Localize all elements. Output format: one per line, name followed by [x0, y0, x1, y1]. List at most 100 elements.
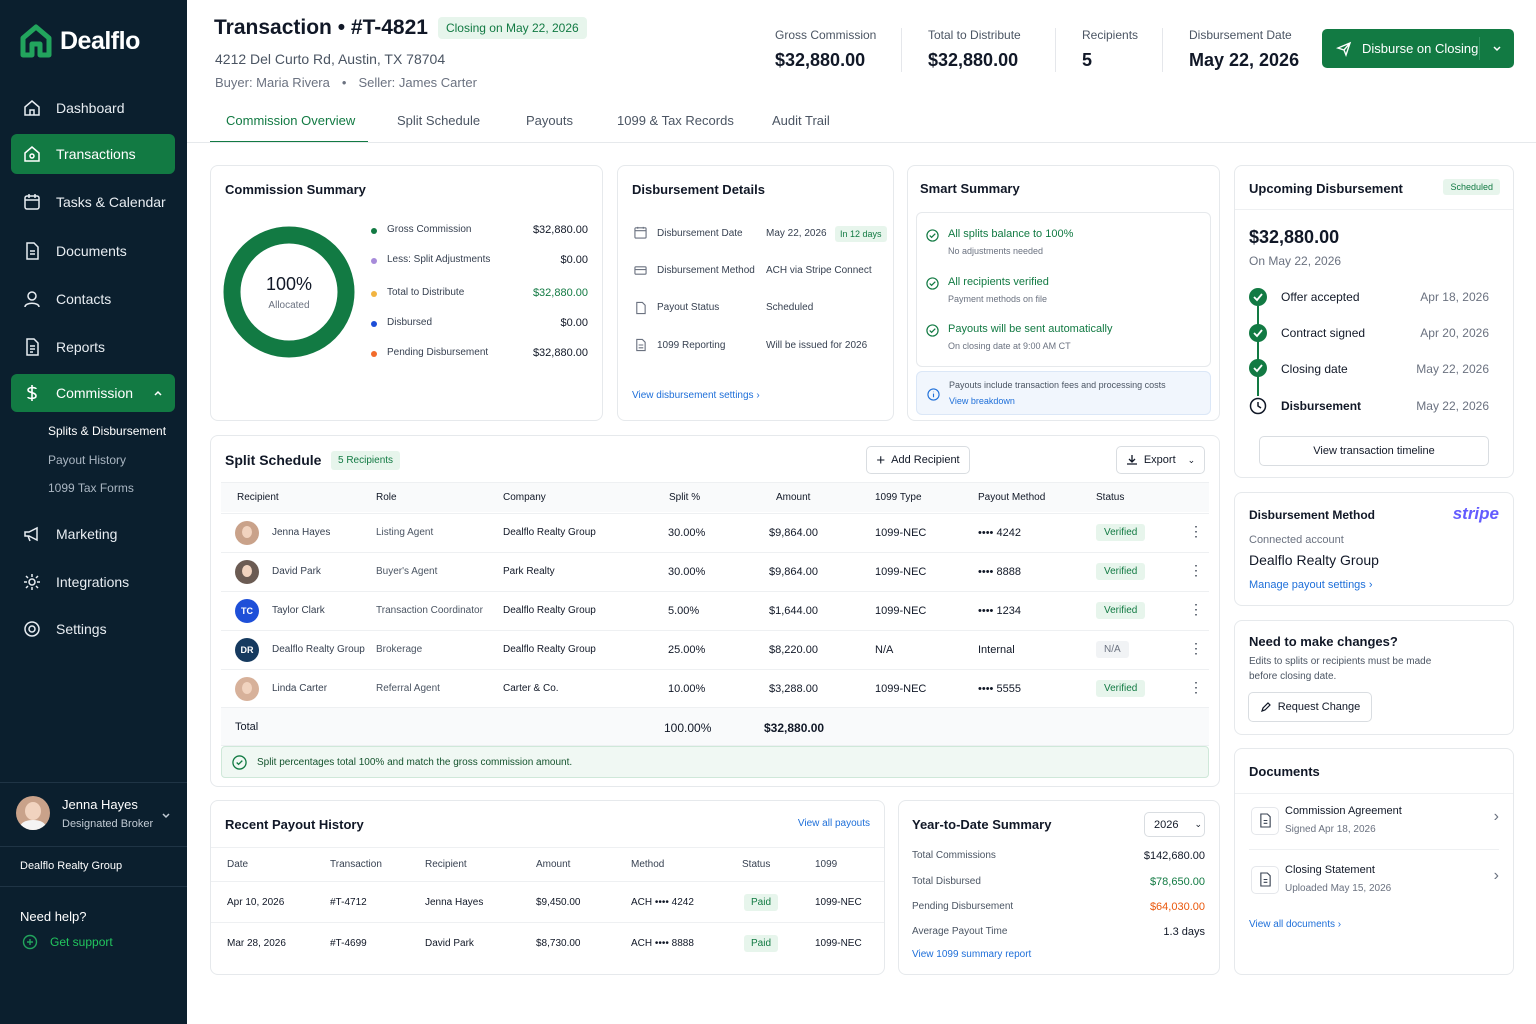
view-timeline-button[interactable]: View transaction timeline — [1259, 436, 1489, 466]
document-item[interactable]: Closing Statement Uploaded May 15, 2026 … — [1249, 861, 1499, 909]
avatar-face — [242, 526, 252, 538]
ytd-summary-card: Year-to-Date Summary 2026 ⌄ Total Commis… — [898, 800, 1220, 975]
table-row[interactable]: TC Taylor Clark Transaction Coordinator Dea… — [221, 591, 1209, 630]
disbursement-method-card: Disbursement Method stripe Connected acc… — [1234, 492, 1514, 606]
app-logo[interactable]: Dealflo — [20, 24, 140, 58]
table-row[interactable]: DR Dealflo Realty Group Brokerage Dealflo R… — [221, 630, 1209, 669]
check-circle-icon — [926, 229, 939, 242]
view-all-documents-link[interactable]: View all documents › — [1249, 919, 1341, 930]
tax-type: N/A — [875, 644, 894, 656]
nav-contacts[interactable]: Contacts — [11, 279, 175, 319]
status-badge: Verified — [1096, 563, 1146, 580]
tab-1099-tax[interactable]: 1099 & Tax Records — [617, 113, 734, 128]
card-title: Disbursement Method — [1249, 508, 1376, 522]
kpi-total-distribute: Total to Distribute $32,880.00 — [928, 28, 1021, 71]
request-change-button[interactable]: Request Change — [1248, 692, 1372, 722]
history-tx: #T-4712 — [330, 897, 367, 908]
check-filled-icon — [1249, 359, 1267, 377]
view-disbursement-settings-link[interactable]: View disbursement settings › — [632, 390, 760, 401]
days-until-badge: In 12 days — [835, 226, 887, 242]
column-header: Status — [742, 859, 771, 870]
manage-payout-settings-link[interactable]: Manage payout settings › — [1249, 579, 1373, 591]
chevron-down-icon[interactable] — [1492, 44, 1502, 54]
table-row[interactable]: Jenna Hayes Listing Agent Dealflo Realty G… — [221, 513, 1209, 552]
chevron-down-icon[interactable] — [161, 811, 171, 821]
subnav-1099-tax-forms[interactable]: 1099 Tax Forms — [48, 481, 134, 495]
divider — [211, 881, 884, 882]
divider — [0, 782, 187, 783]
tax-type: 1099-NEC — [875, 605, 927, 617]
nav-marketing[interactable]: Marketing — [11, 514, 175, 554]
link-label: View all documents — [1249, 919, 1335, 930]
recipient-role: Buyer's Agent — [376, 566, 438, 577]
help-title: Need help? — [20, 909, 87, 924]
nav-settings[interactable]: Settings — [11, 609, 175, 649]
avatar — [235, 560, 259, 584]
add-recipient-button[interactable]: + Add Recipient — [866, 446, 970, 474]
document-item[interactable]: Commission Agreement Signed Apr 18, 2026… — [1249, 802, 1499, 850]
nav-commission[interactable]: Commission — [11, 374, 175, 412]
subnav-payout-history[interactable]: Payout History — [48, 453, 127, 467]
chevron-right-icon: › — [1493, 867, 1499, 884]
nav-label: Tasks & Calendar — [56, 194, 166, 210]
nav-label: Integrations — [56, 574, 130, 590]
upcoming-amount: $32,880.00 — [1249, 227, 1340, 247]
column-header: 1099 Type — [875, 492, 922, 503]
tab-payouts[interactable]: Payouts — [526, 113, 573, 128]
kebab-menu-icon[interactable]: ⋮ — [1189, 679, 1203, 695]
get-support-link[interactable]: Get support — [22, 934, 113, 950]
status-badge: Verified — [1096, 680, 1146, 697]
table-row[interactable]: Linda Carter Referral Agent Carter & Co. 10… — [221, 669, 1209, 708]
house-logo-icon — [20, 24, 52, 58]
user-profile[interactable]: Jenna Hayes Designated Broker — [16, 796, 153, 830]
disburse-on-closing-button[interactable]: Disburse on Closing — [1322, 29, 1514, 68]
kpi-value: $32,880.00 — [775, 50, 866, 70]
nav-tasks-calendar[interactable]: Tasks & Calendar — [11, 182, 175, 222]
tab-split-schedule[interactable]: Split Schedule — [397, 113, 481, 128]
table-row[interactable]: David Park Buyer's Agent Park Realty 30.00%… — [221, 552, 1209, 591]
export-button[interactable]: Export ⌄ — [1116, 446, 1205, 474]
legend-dot — [371, 291, 377, 297]
payout-history-card: Recent Payout History View all payouts D… — [210, 800, 885, 975]
recipient-company: Dealflo Realty Group — [503, 605, 596, 616]
avatar-face — [242, 682, 252, 694]
recipient-role: Referral Agent — [376, 683, 440, 694]
year-select[interactable]: 2026 ⌄ — [1144, 812, 1205, 837]
nav-documents[interactable]: Documents — [11, 231, 175, 271]
card-title: Commission Summary — [225, 182, 366, 197]
subnav-splits-disbursement[interactable]: Splits & Disbursement — [48, 424, 167, 438]
disbursement-details-card: Disbursement Details Disbursement Date M… — [617, 165, 894, 421]
view-1099-summary-link[interactable]: View 1099 summary report — [912, 949, 1032, 960]
view-all-payouts-link[interactable]: View all payouts — [797, 818, 870, 829]
nav-integrations[interactable]: Integrations — [11, 562, 175, 602]
kebab-menu-icon[interactable]: ⋮ — [1189, 562, 1203, 578]
table-header — [221, 482, 1209, 512]
tab-audit-trail[interactable]: Audit Trail — [772, 113, 830, 128]
check-filled-icon — [1249, 324, 1267, 342]
kebab-menu-icon[interactable]: ⋮ — [1189, 523, 1203, 539]
nav-label: Settings — [56, 621, 107, 637]
avatar — [235, 521, 259, 545]
summary-label: Gross Commission — [387, 224, 472, 235]
validation-text: Split percentages total 100% and match t… — [257, 757, 573, 768]
disb-value: May 22, 2026 — [766, 228, 827, 239]
tab-commission-overview[interactable]: Commission Overview — [226, 113, 356, 128]
sidebar: Dealflo Dashboard Transactions Tasks & C… — [0, 0, 187, 1024]
kpi-label: Total to Distribute — [928, 28, 1021, 42]
summary-value: $0.00 — [560, 254, 588, 266]
validation-banner: Split percentages total 100% and match t… — [221, 746, 1209, 778]
split-amount: $3,288.00 — [769, 683, 818, 695]
view-breakdown-link[interactable]: View breakdown — [949, 396, 1015, 406]
allocation-donut — [223, 226, 355, 358]
recipient-company: Dealflo Realty Group — [503, 527, 596, 538]
split-amount: $1,644.00 — [769, 605, 818, 617]
nav-dashboard[interactable]: Dashboard — [11, 88, 175, 128]
column-header: Recipient — [425, 859, 467, 870]
nav-reports[interactable]: Reports — [11, 327, 175, 367]
divider — [1235, 793, 1513, 794]
smart-item-sub: On closing date at 9:00 AM CT — [948, 341, 1071, 351]
table-row[interactable] — [211, 922, 884, 963]
kebab-menu-icon[interactable]: ⋮ — [1189, 601, 1203, 617]
nav-transactions[interactable]: Transactions — [11, 134, 175, 174]
kebab-menu-icon[interactable]: ⋮ — [1189, 640, 1203, 656]
